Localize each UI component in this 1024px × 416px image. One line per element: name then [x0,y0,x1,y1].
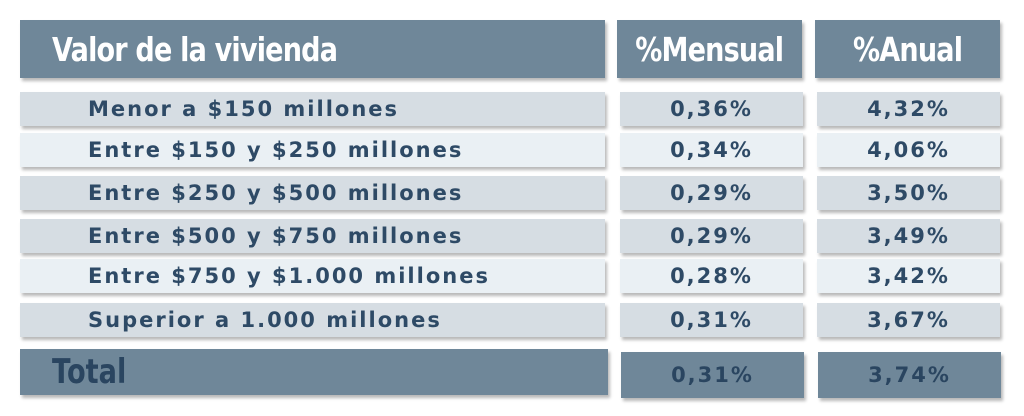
row-mensual: 0,36% [620,92,803,126]
total-mensual: 0,31% [621,352,804,398]
header-anual: %Anual [815,20,1000,78]
row-label: Menor a $150 millones [20,92,605,126]
header-mensual-text: %Mensual [635,29,784,69]
header-valor: Valor de la vivienda [20,20,605,78]
row-anual: 4,06% [817,133,1000,167]
row-label: Entre $250 y $500 millones [20,176,605,210]
total-label-text: Total [52,352,127,392]
header-valor-text: Valor de la vivienda [52,29,338,69]
row-anual: 4,32% [817,92,1000,126]
row-anual: 3,67% [817,303,1000,337]
row-label: Entre $750 y $1.000 millones [20,259,605,293]
row-anual: 3,50% [817,176,1000,210]
row-label: Entre $150 y $250 millones [20,133,605,167]
header-mensual: %Mensual [617,20,802,78]
row-anual: 3,49% [817,219,1000,253]
row-label: Superior a 1.000 millones [20,303,605,337]
row-mensual: 0,29% [620,219,803,253]
row-mensual: 0,34% [620,133,803,167]
row-mensual: 0,28% [620,259,803,293]
total-anual: 3,74% [818,352,1001,398]
row-mensual: 0,29% [620,176,803,210]
total-label: Total [20,349,608,395]
row-label: Entre $500 y $750 millones [20,219,605,253]
row-anual: 3,42% [817,259,1000,293]
row-mensual: 0,31% [620,303,803,337]
header-anual-text: %Anual [852,29,963,69]
